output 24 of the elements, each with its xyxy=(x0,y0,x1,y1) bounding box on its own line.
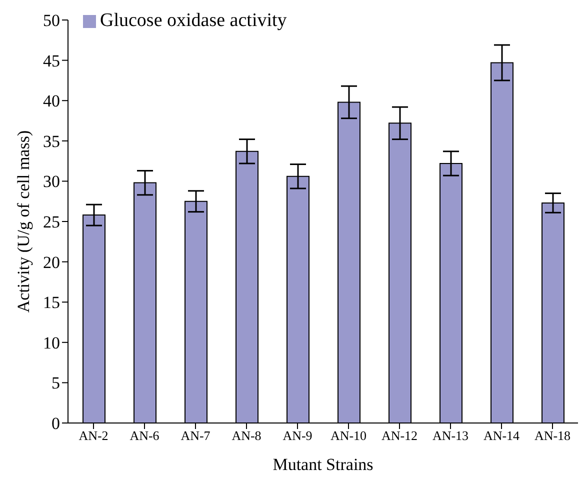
y-tick-label: 35 xyxy=(43,132,60,151)
y-tick-label: 50 xyxy=(43,11,60,30)
y-tick-label: 15 xyxy=(43,293,60,312)
x-tick-label: AN-13 xyxy=(432,428,469,444)
x-tick-label: AN-7 xyxy=(180,428,211,444)
x-tick-label: AN-10 xyxy=(330,428,367,444)
y-tick-label: 30 xyxy=(43,172,60,192)
x-tick-label: AN-9 xyxy=(282,428,312,444)
x-tick-label: AN-2 xyxy=(78,428,108,444)
x-axis-title: Mutant Strains xyxy=(272,455,374,474)
legend-label: Glucose oxidase activity xyxy=(100,10,287,31)
y-tick-label: 40 xyxy=(43,92,60,111)
x-tick-label: AN-6 xyxy=(130,428,160,444)
y-axis-title: Activity (U/g of cell mass) xyxy=(14,130,34,313)
y-tick-label: 45 xyxy=(43,51,60,70)
x-tick-label: AN-8 xyxy=(232,428,262,444)
x-tick-label: AN-14 xyxy=(483,428,520,444)
x-tick-label: AN-12 xyxy=(381,428,418,444)
x-tick-label: AN-18 xyxy=(534,428,571,444)
y-tick-label: 20 xyxy=(43,252,60,272)
y-tick-label: 0 xyxy=(52,414,60,434)
y-tick-label: 5 xyxy=(52,374,60,393)
y-tick-label: 25 xyxy=(43,212,60,232)
y-tick-label: 10 xyxy=(43,333,60,352)
